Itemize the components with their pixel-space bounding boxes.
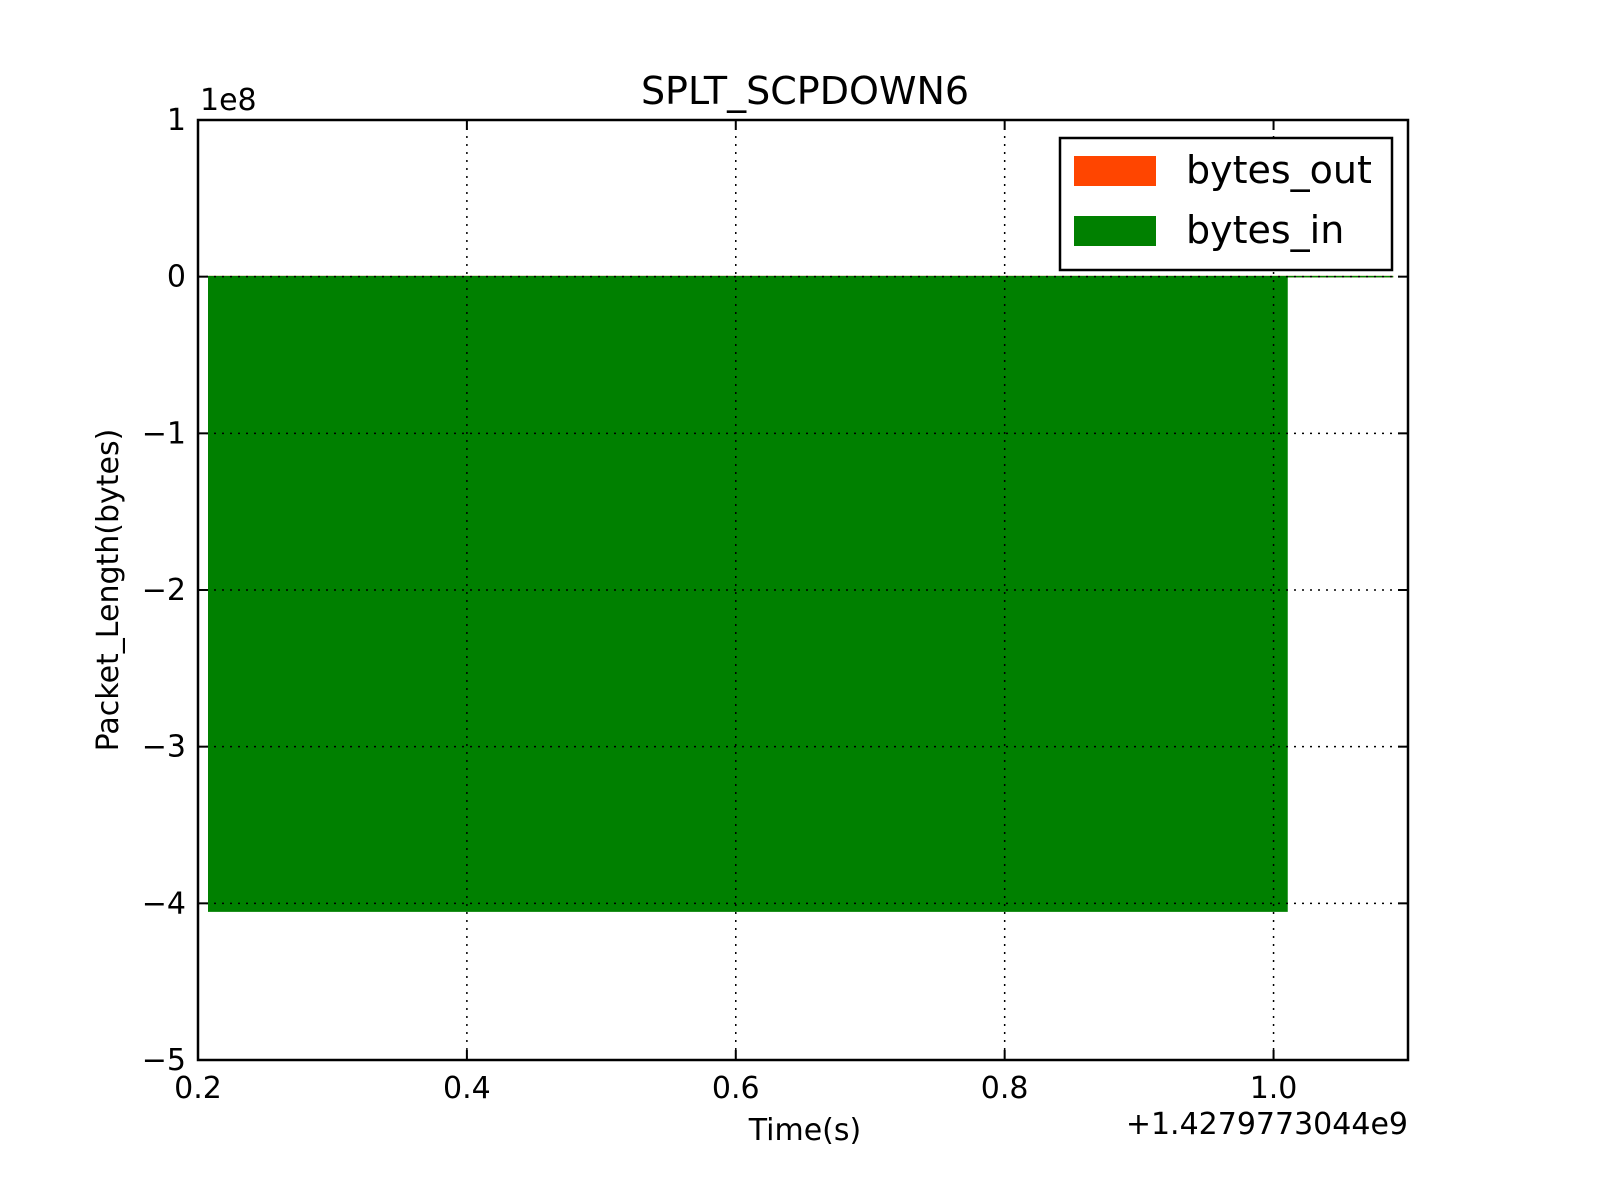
y-tick-label: 0 (167, 260, 186, 295)
legend: bytes_out bytes_in (1058, 136, 1394, 272)
x-tick-label: 0.8 (981, 1071, 1029, 1106)
x-tick-label: 0.2 (174, 1071, 222, 1106)
y-tick-label: 1 (167, 103, 186, 138)
chart-title: SPLT_SCPDOWN6 (641, 69, 969, 113)
legend-swatch-bytes-in (1074, 216, 1156, 246)
y-tick-label: −5 (142, 1043, 186, 1078)
x-tick-label: 1.0 (1250, 1071, 1298, 1106)
legend-label-bytes-out: bytes_out (1186, 148, 1372, 192)
x-tick-label: 0.6 (712, 1071, 760, 1106)
legend-label-bytes-in: bytes_in (1186, 208, 1344, 252)
legend-swatch-bytes-out (1074, 156, 1156, 186)
ticks (197, 119, 1408, 1061)
series-fills (208, 275, 1394, 912)
y-tick-label: −4 (142, 886, 186, 921)
y-tick-label: −2 (142, 573, 186, 608)
y-multiplier-label: 1e8 (200, 83, 257, 118)
series-fill-bytes-in (208, 275, 1394, 912)
y-axis-label: Packet_Length(bytes) (91, 429, 126, 752)
x-tick-label: 0.4 (443, 1071, 491, 1106)
x-tick-labels: 0.2 0.4 0.6 0.8 1.0 (174, 1071, 1297, 1106)
y-tick-label: −3 (142, 730, 186, 765)
x-axis-label: Time(s) (748, 1113, 861, 1148)
y-tick-label: −1 (142, 416, 186, 451)
x-offset-label: +1.4279773044e9 (1126, 1107, 1408, 1142)
y-tick-labels: 1 0 −1 −2 −3 −4 −5 (142, 103, 186, 1078)
plot-area (196, 118, 1410, 1062)
